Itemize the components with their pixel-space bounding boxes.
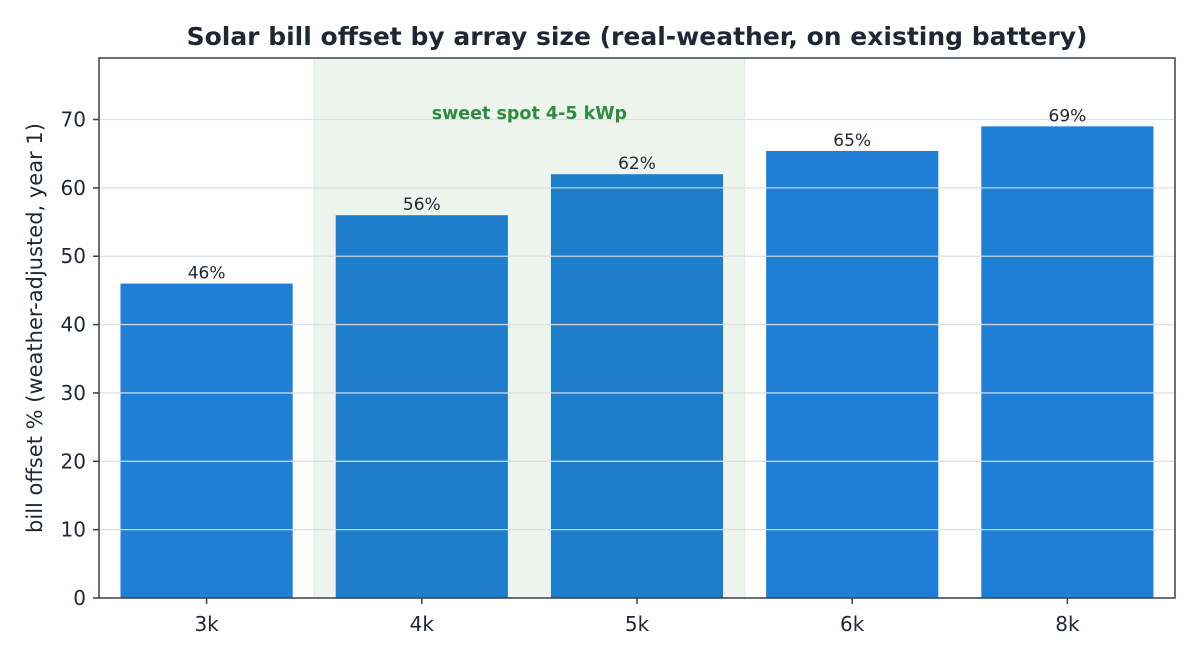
- highlight-label: sweet spot 4-5 kWp: [432, 104, 627, 124]
- y-tick-label: 70: [61, 108, 86, 132]
- x-tick-label: 8k: [1055, 612, 1080, 636]
- x-tick-label: 6k: [840, 612, 865, 636]
- y-tick-label: 0: [73, 586, 86, 610]
- x-tick-label: 5k: [625, 612, 650, 636]
- bar-value-label: 65%: [833, 131, 871, 151]
- x-tick-label: 3k: [194, 612, 219, 636]
- y-axis-label: bill offset % (weather-adjusted, year 1): [23, 123, 47, 533]
- bar-value-label: 56%: [403, 195, 441, 215]
- y-tick-label: 50: [61, 244, 86, 268]
- bar-6k: [766, 150, 939, 598]
- bar-value-label: 46%: [188, 264, 226, 284]
- bar-3k: [120, 283, 293, 598]
- y-tick-label: 30: [61, 381, 86, 405]
- chart-title: Solar bill offset by array size (real-we…: [187, 22, 1088, 51]
- bar-value-label: 69%: [1049, 106, 1087, 126]
- bar-8k: [981, 126, 1154, 598]
- plot-area: 46% 56% 62% 65% 69% sweet spot 4-5 kWp 0 10 20 30…: [61, 57, 1176, 636]
- x-tick-label: 4k: [410, 612, 435, 636]
- y-tick-label: 20: [61, 449, 86, 473]
- y-tick-label: 40: [61, 313, 86, 337]
- bar-4k: [335, 215, 508, 598]
- y-tick-label: 10: [61, 518, 86, 542]
- y-tick-label: 60: [61, 176, 86, 200]
- bar-value-label: 62%: [618, 154, 656, 174]
- bar-5k: [550, 174, 724, 599]
